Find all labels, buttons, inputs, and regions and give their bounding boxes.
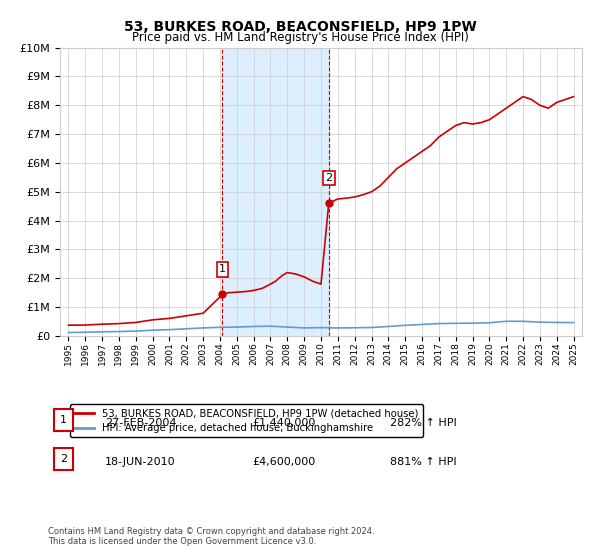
Legend: 53, BURKES ROAD, BEACONSFIELD, HP9 1PW (detached house), HPI: Average price, det: 53, BURKES ROAD, BEACONSFIELD, HP9 1PW (… — [70, 404, 422, 437]
Text: 282% ↑ HPI: 282% ↑ HPI — [390, 418, 457, 428]
Text: £1,440,000: £1,440,000 — [252, 418, 316, 428]
Text: £4,600,000: £4,600,000 — [252, 457, 315, 467]
Text: 2: 2 — [325, 173, 332, 183]
Text: Contains HM Land Registry data © Crown copyright and database right 2024.
This d: Contains HM Land Registry data © Crown c… — [48, 526, 374, 546]
Text: 27-FEB-2004: 27-FEB-2004 — [105, 418, 176, 428]
Text: Price paid vs. HM Land Registry's House Price Index (HPI): Price paid vs. HM Land Registry's House … — [131, 31, 469, 44]
Text: 2: 2 — [60, 454, 67, 464]
Text: 1: 1 — [60, 415, 67, 425]
Text: 18-JUN-2010: 18-JUN-2010 — [105, 457, 176, 467]
Text: 53, BURKES ROAD, BEACONSFIELD, HP9 1PW: 53, BURKES ROAD, BEACONSFIELD, HP9 1PW — [124, 20, 476, 34]
Text: 1: 1 — [219, 264, 226, 274]
Text: 881% ↑ HPI: 881% ↑ HPI — [390, 457, 457, 467]
Bar — [223, 48, 329, 336]
